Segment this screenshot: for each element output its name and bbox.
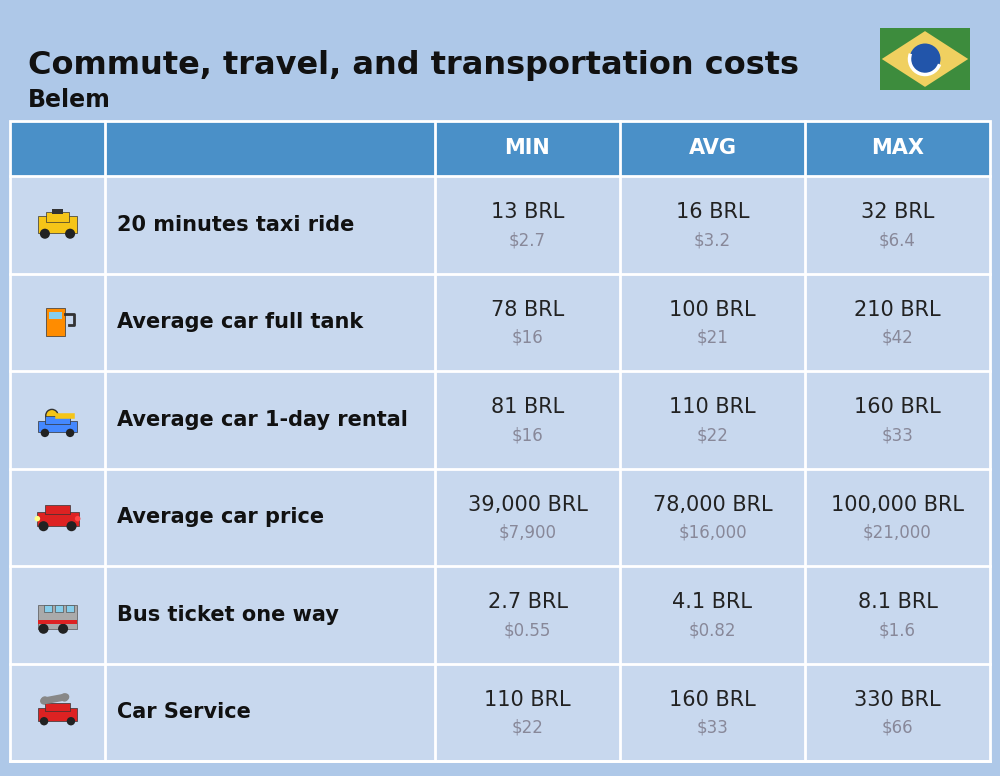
Circle shape [41, 428, 49, 437]
Text: $42: $42 [882, 329, 913, 347]
Text: 32 BRL: 32 BRL [861, 202, 934, 222]
Bar [10, 566, 990, 663]
Bar [10, 469, 990, 566]
Text: $16,000: $16,000 [678, 524, 747, 542]
Circle shape [66, 428, 74, 437]
Bar [38, 421, 77, 432]
Text: $6.4: $6.4 [879, 231, 916, 249]
Text: $33: $33 [697, 719, 728, 737]
Text: Average car full tank: Average car full tank [117, 312, 363, 332]
Text: $2.7: $2.7 [509, 231, 546, 249]
Circle shape [41, 696, 49, 705]
Bar [38, 217, 77, 233]
Bar [10, 121, 990, 761]
Circle shape [38, 521, 49, 532]
Bar [10, 121, 990, 176]
Circle shape [60, 693, 69, 702]
Text: 16 BRL: 16 BRL [676, 202, 749, 222]
Text: 2.7 BRL: 2.7 BRL [488, 592, 568, 612]
Text: 81 BRL: 81 BRL [491, 397, 564, 417]
Text: 13 BRL: 13 BRL [491, 202, 564, 222]
Text: $7,900: $7,900 [498, 524, 556, 542]
Bar [38, 619, 77, 624]
Bar [10, 273, 990, 371]
Circle shape [38, 624, 49, 634]
Text: MIN: MIN [505, 138, 550, 158]
Text: $21,000: $21,000 [863, 524, 932, 542]
Text: 160 BRL: 160 BRL [854, 397, 941, 417]
Text: MAX: MAX [871, 138, 924, 158]
Text: $0.82: $0.82 [689, 622, 736, 639]
Text: 330 BRL: 330 BRL [854, 690, 941, 709]
Bar [46, 212, 69, 222]
Text: $16: $16 [512, 329, 543, 347]
Bar [49, 313, 62, 320]
Bar [36, 511, 78, 525]
Circle shape [75, 516, 80, 521]
Bar [44, 605, 52, 612]
Bar [38, 708, 77, 721]
Bar [55, 605, 63, 612]
Text: Car Service: Car Service [117, 702, 251, 722]
Text: Average car price: Average car price [117, 508, 324, 527]
Text: 8.1 BRL: 8.1 BRL [858, 592, 937, 612]
Circle shape [67, 717, 75, 726]
Text: AVG: AVG [688, 138, 736, 158]
Text: Bus ticket one way: Bus ticket one way [117, 605, 339, 625]
Polygon shape [882, 31, 968, 87]
Text: $1.6: $1.6 [879, 622, 916, 639]
Text: 110 BRL: 110 BRL [669, 397, 756, 417]
Text: $21: $21 [697, 329, 728, 347]
Text: $22: $22 [697, 427, 728, 445]
Circle shape [66, 521, 77, 532]
Bar [46, 308, 64, 336]
Circle shape [65, 229, 75, 239]
Bar [10, 176, 990, 273]
Text: $22: $22 [512, 719, 543, 737]
Text: 4.1 BRL: 4.1 BRL [672, 592, 753, 612]
Bar [10, 663, 990, 761]
Circle shape [40, 717, 48, 726]
Text: $33: $33 [882, 427, 913, 445]
Bar [66, 605, 74, 612]
Text: 210 BRL: 210 BRL [854, 300, 941, 320]
Text: $0.55: $0.55 [504, 622, 551, 639]
Text: Commute, travel, and transportation costs: Commute, travel, and transportation cost… [28, 50, 799, 81]
Bar [880, 28, 970, 90]
Text: 100 BRL: 100 BRL [669, 300, 756, 320]
Text: 20 minutes taxi ride: 20 minutes taxi ride [117, 215, 354, 235]
Text: $3.2: $3.2 [694, 231, 731, 249]
Bar [52, 209, 63, 213]
Circle shape [46, 410, 58, 421]
Text: $16: $16 [512, 427, 543, 445]
Text: 39,000 BRL: 39,000 BRL [468, 494, 587, 514]
Bar [45, 703, 70, 711]
Text: Average car 1-day rental: Average car 1-day rental [117, 410, 408, 430]
Bar [38, 605, 77, 629]
Text: Belem: Belem [28, 88, 111, 112]
Text: 78 BRL: 78 BRL [491, 300, 564, 320]
Text: 100,000 BRL: 100,000 BRL [831, 494, 964, 514]
Circle shape [910, 43, 940, 74]
Bar [10, 371, 990, 469]
Circle shape [58, 624, 68, 634]
Text: $66: $66 [882, 719, 913, 737]
Bar [45, 416, 70, 424]
Text: 110 BRL: 110 BRL [484, 690, 571, 709]
Circle shape [40, 229, 50, 239]
Bar [45, 504, 70, 514]
Text: 78,000 BRL: 78,000 BRL [653, 494, 772, 514]
Circle shape [35, 516, 40, 521]
Text: 160 BRL: 160 BRL [669, 690, 756, 709]
